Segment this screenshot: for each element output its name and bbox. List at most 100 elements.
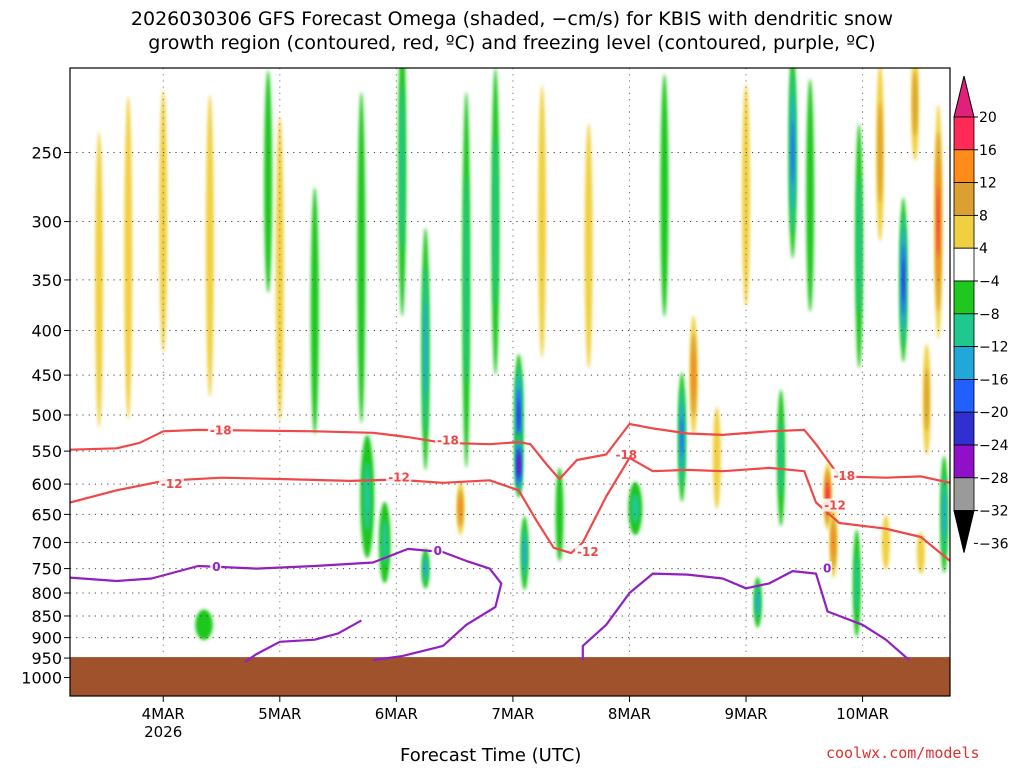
colorbar-label: −32 — [979, 504, 1009, 520]
y-tick-label: 300 — [31, 213, 62, 232]
freezing-level-0C-label: 0 — [212, 560, 220, 574]
contour-label-bg — [822, 498, 848, 512]
contour-label-bg — [435, 433, 461, 447]
dgz-top-18C-label: -18 — [437, 434, 459, 448]
dgz-bottom-12C-label: -12 — [161, 477, 183, 491]
colorbar-swatch — [953, 116, 975, 151]
contour-label-bg — [575, 545, 601, 559]
omega-blob — [357, 91, 366, 424]
omega-blob — [584, 123, 593, 369]
omega-blob — [660, 73, 669, 317]
colorbar-label: 12 — [979, 176, 997, 192]
dgz-bottom-12C-label: -12 — [824, 499, 846, 513]
colorbar-label: 8 — [979, 208, 988, 224]
y-tick-label: 650 — [31, 505, 62, 524]
colorbar: 20 16 12 8 4 −4 −8 −12 −16 −20 −24 −28 −32 −36 — [953, 75, 1009, 553]
x-tick-label: 6MAR — [375, 705, 418, 723]
omega-blob — [680, 417, 684, 457]
colorbar-label: 4 — [979, 241, 988, 257]
omega-blob — [275, 116, 284, 422]
omega-blob — [912, 71, 918, 137]
colorbar-swatch — [953, 346, 975, 380]
x-tick-label: 8MAR — [608, 705, 651, 723]
omega-blob — [493, 134, 498, 309]
omega-blob — [806, 78, 815, 312]
omega-blob — [423, 301, 428, 397]
contour-label-bg — [210, 560, 222, 574]
colorbar-bottom-arrow — [953, 510, 975, 553]
chart-title-line2: growth region (contoured, red, ºC) and f… — [148, 32, 876, 54]
omega-blob — [942, 491, 946, 538]
omega-blob — [310, 187, 319, 435]
y-tick-label: 600 — [31, 475, 62, 494]
contour-label-bg — [158, 477, 184, 491]
contour-label-bg — [613, 448, 639, 462]
y-tick-label: 750 — [31, 560, 62, 579]
omega-blob — [778, 419, 784, 497]
plot-frame — [69, 67, 951, 697]
x-tick-label: 9MAR — [724, 705, 767, 723]
colorbar-label: −4 — [979, 274, 1000, 290]
y-tick-label: 250 — [31, 144, 62, 163]
contour-label-bg — [207, 423, 233, 437]
colorbar-swatch — [953, 378, 975, 413]
dgz-bottom-12C-line — [70, 456, 950, 562]
omega-blob — [742, 84, 751, 307]
omega-blob — [522, 538, 527, 568]
omega-shading — [95, 68, 949, 641]
y-tick-label: 550 — [31, 442, 62, 461]
site-credit: coolwx.com/models — [826, 744, 980, 762]
y-tick-label: 850 — [31, 607, 62, 626]
colorbar-label: 16 — [979, 143, 997, 159]
omega-blob — [631, 493, 640, 524]
omega-blob — [381, 519, 388, 566]
colorbar-label: −36 — [979, 536, 1009, 552]
omega-blob — [856, 176, 862, 316]
freezing-level-0C-line — [70, 547, 503, 662]
omega-blob — [877, 102, 883, 203]
colorbar-label: −20 — [979, 405, 1009, 421]
omega-blob — [195, 609, 213, 641]
dgz-bottom-12C-label: -12 — [577, 545, 599, 559]
omega-blob — [791, 120, 794, 185]
colorbar-swatch — [953, 214, 975, 249]
x-tick-label: 5MAR — [258, 705, 301, 723]
omega-blob — [916, 532, 925, 575]
dgz-top-18C-label: -18 — [833, 469, 855, 483]
y-tick-label: 800 — [31, 584, 62, 603]
omega-blob — [464, 173, 469, 387]
contour-label-bg — [831, 468, 857, 482]
y-tick-label: 450 — [31, 366, 62, 385]
x-tick-label: 7MAR — [491, 705, 534, 723]
colorbar-top-arrow — [953, 75, 975, 118]
freezing-level-0C-b-line — [244, 619, 362, 664]
freezing-level-0C-label: 0 — [434, 544, 442, 558]
omega-blob — [924, 368, 929, 431]
colorbar-label: −12 — [979, 340, 1009, 356]
dgz-top-18C-line — [70, 422, 950, 484]
grid — [70, 68, 950, 696]
omega-blob — [756, 592, 760, 613]
y-tick-label: 500 — [31, 406, 62, 425]
colorbar-label: −28 — [979, 471, 1009, 487]
x-tick-label: 4MAR — [142, 705, 185, 723]
colorbar-label: −8 — [979, 307, 1000, 323]
colorbar-swatch — [953, 411, 975, 446]
colorbar-label: 20 — [979, 110, 997, 126]
colorbar-swatch — [953, 280, 975, 315]
omega-blob — [902, 259, 905, 301]
contour-label-bg — [431, 544, 443, 558]
y-tick-label: 700 — [31, 533, 62, 552]
omega-blob — [517, 400, 520, 431]
y-tick-label: 950 — [31, 649, 62, 668]
omega-blob — [458, 497, 463, 520]
y-tick-label: 1000 — [21, 669, 62, 688]
colorbar-swatch — [953, 444, 975, 479]
omega-blob — [691, 351, 696, 399]
y-axis: 250 300 350 400 450 500 550 600 650 700 750 800 850 9… — [21, 144, 70, 688]
colorbar-swatch — [953, 149, 975, 184]
x-tick-sublabel: 2026 — [144, 723, 182, 741]
